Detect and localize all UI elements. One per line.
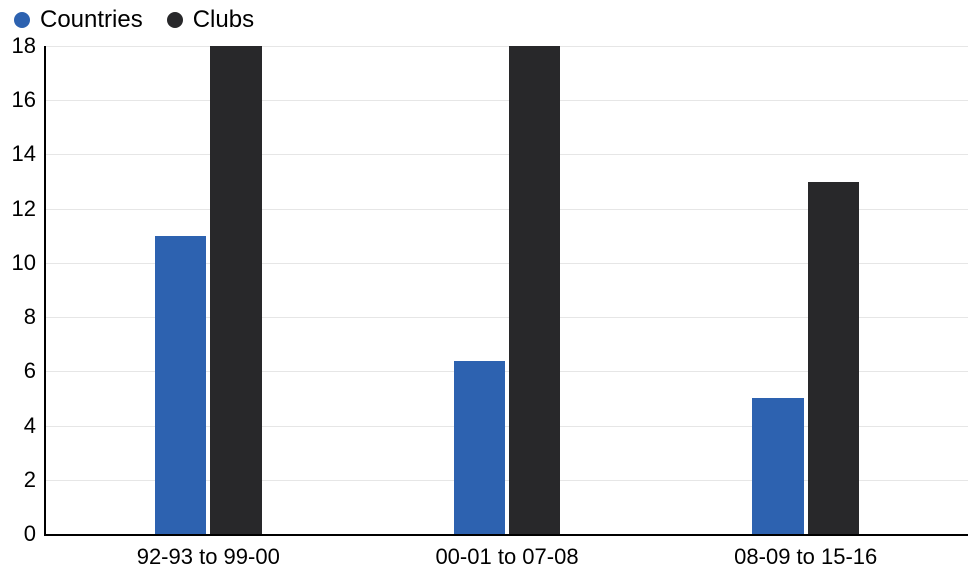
bar-countries [752,398,804,534]
grid-line [46,154,968,155]
x-tick-label: 08-09 to 15-16 [734,534,877,570]
legend-label: Countries [40,6,143,34]
bar-clubs [808,182,860,534]
y-tick-label: 4 [24,413,46,439]
chart-root: Countries Clubs 02468101214161892-93 to … [0,0,976,581]
grid-line [46,100,968,101]
y-tick-label: 18 [12,33,46,59]
legend-label: Clubs [193,6,254,34]
dot-icon [14,12,30,28]
y-tick-label: 0 [24,521,46,547]
y-tick-label: 16 [12,87,46,113]
y-tick-label: 10 [12,250,46,276]
x-tick-label: 00-01 to 07-08 [435,534,578,570]
bar-clubs [509,46,561,534]
bar-clubs [210,46,262,534]
bar-countries [155,236,207,534]
grid-line [46,46,968,47]
dot-icon [167,12,183,28]
bar-countries [454,361,506,535]
y-tick-label: 12 [12,196,46,222]
y-tick-label: 2 [24,467,46,493]
plot-area: 02468101214161892-93 to 99-0000-01 to 07… [44,46,968,536]
y-tick-label: 8 [24,304,46,330]
legend-item-clubs: Clubs [167,6,254,34]
x-tick-label: 92-93 to 99-00 [137,534,280,570]
y-tick-label: 14 [12,141,46,167]
legend-item-countries: Countries [14,6,143,34]
legend: Countries Clubs [14,6,254,34]
y-tick-label: 6 [24,358,46,384]
